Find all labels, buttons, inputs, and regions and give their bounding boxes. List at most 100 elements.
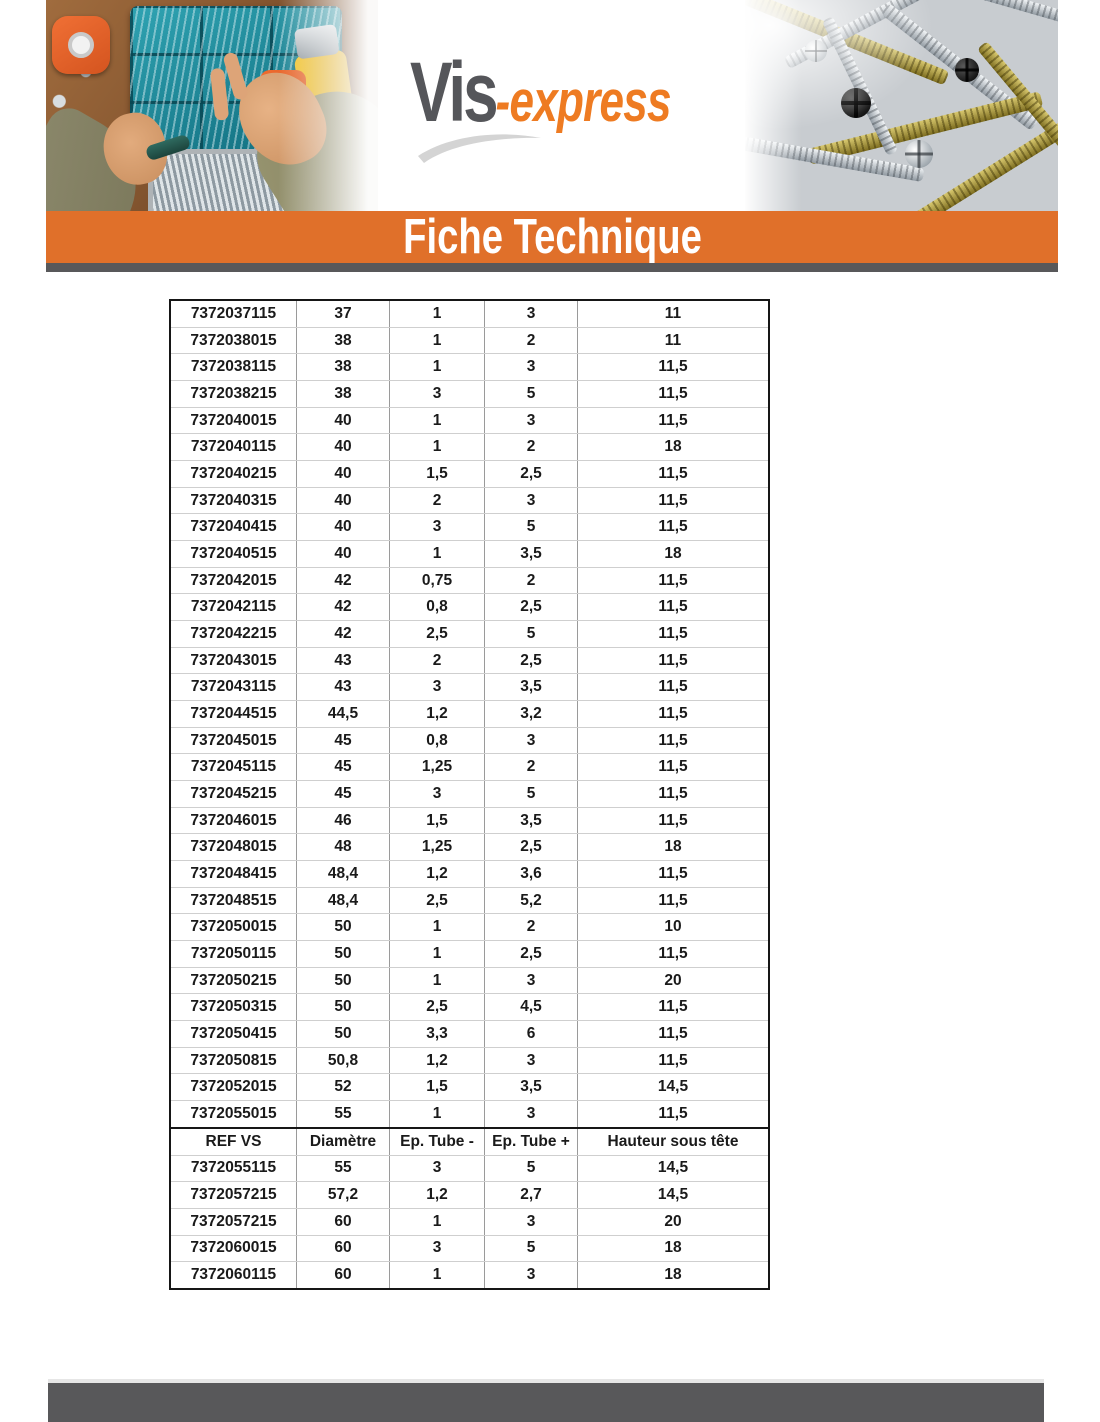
table-cell: 3 — [389, 381, 484, 407]
spec-table: 7372037115 37 1 3 11 7372038015 38 1 2 11 73720381… — [169, 299, 770, 1290]
table-cell: 1 — [389, 434, 484, 461]
table-row: 7372060115 60 1 3 18 — [171, 1261, 768, 1288]
logo-swoosh-icon — [416, 128, 542, 169]
table-cell: 18 — [577, 1235, 768, 1262]
table-cell: 1 — [389, 1208, 484, 1235]
vis-express-logo: Vis-express — [410, 44, 740, 174]
table-cell: 7372055115 — [190, 1159, 277, 1177]
table-cell: 11 — [577, 327, 768, 354]
table-cell: 43 — [296, 647, 389, 674]
table-cell: 60 — [296, 1208, 389, 1235]
table-cell: 18 — [577, 541, 768, 567]
table-row: 7372050815 50,8 1,2 3 11,5 — [171, 1046, 768, 1074]
table-cell: 38 — [296, 381, 389, 407]
table-cell: 11,5 — [577, 701, 768, 727]
title-bar: Fiche Technique — [46, 211, 1058, 263]
table-cell: 38 — [296, 327, 389, 354]
table-cell: 40 — [296, 514, 389, 541]
column-header: Hauteur sous tête — [577, 1128, 768, 1155]
table-cell: 7372040115 — [190, 438, 277, 456]
table-cell: 11,5 — [577, 354, 768, 381]
table-cell: 1 — [389, 1101, 484, 1127]
table-cell: 2,5 — [389, 621, 484, 647]
table-cell: 11,5 — [577, 1047, 768, 1074]
table-cell: 7372040315 — [190, 491, 277, 509]
table-cell: 50,8 — [296, 1047, 389, 1074]
table-cell: 3 — [484, 407, 577, 434]
table-row: 7372040515 40 1 3,5 18 — [171, 540, 768, 567]
table-cell: 1,5 — [389, 807, 484, 834]
table-cell: 1,2 — [389, 701, 484, 727]
table-cell: 7372038115 — [190, 358, 277, 376]
table-cell: 55 — [296, 1155, 389, 1182]
table-cell: 48,4 — [296, 887, 389, 914]
table-cell: 1 — [389, 1262, 484, 1288]
table-row: 7372042115 42 0,8 2,5 11,5 — [171, 593, 768, 621]
table-cell: 14,5 — [577, 1182, 768, 1208]
table-cell: 3 — [484, 1101, 577, 1127]
table-cell: 55 — [296, 1101, 389, 1127]
table-cell: 14,5 — [577, 1074, 768, 1101]
table-cell: 20 — [577, 967, 768, 994]
table-cell: 5 — [484, 1155, 577, 1182]
table-row: 7372055115 55 3 5 14,5 — [171, 1154, 768, 1182]
table-row: 7372045215 45 3 5 11,5 — [171, 780, 768, 807]
table-cell: 11,5 — [577, 461, 768, 487]
footer-highlight — [48, 1379, 1044, 1383]
title-underbar — [46, 263, 1058, 272]
column-header: Diamètre — [296, 1128, 389, 1155]
table-cell: 52 — [296, 1074, 389, 1101]
logo-vis-text: Vis — [410, 45, 499, 139]
table-cell: 1,25 — [389, 834, 484, 861]
table-row: 7372042015 42 0,75 2 11,5 — [171, 566, 768, 594]
table-cell: 7372050215 — [190, 971, 277, 989]
table-cell: 11,5 — [577, 487, 768, 514]
table-row: 7372048015 48 1,25 2,5 18 — [171, 833, 768, 861]
table-cell: 7372043015 — [190, 651, 277, 669]
table-cell: 38 — [296, 354, 389, 381]
table-cell: 7372037115 — [190, 304, 277, 322]
table-cell: 3 — [389, 781, 484, 807]
table-cell: 2 — [484, 327, 577, 354]
table-cell: 7372042115 — [190, 598, 277, 616]
table-row: 7372050415 50 3,3 6 11,5 — [171, 1020, 768, 1047]
table-cell: 2 — [484, 754, 577, 781]
table-cell: 18 — [577, 1262, 768, 1288]
table-cell: 11,5 — [577, 514, 768, 541]
table-cell: 2,5 — [389, 887, 484, 914]
table-cell: 11,5 — [577, 1021, 768, 1047]
table-cell: 44,5 — [296, 701, 389, 727]
table-cell: 1,5 — [389, 461, 484, 487]
table-cell: 11,5 — [577, 621, 768, 647]
table-cell: 46 — [296, 807, 389, 834]
table-row: 7372043015 43 2 2,5 11,5 — [171, 646, 768, 674]
table-row: 7372043115 43 3 3,5 11,5 — [171, 673, 768, 701]
table-cell: 3 — [484, 301, 577, 327]
table-row: 7372038115 38 1 3 11,5 — [171, 353, 768, 381]
table-cell: 1 — [389, 301, 484, 327]
table-cell: 11 — [577, 301, 768, 327]
table-cell: 20 — [577, 1208, 768, 1235]
table-cell: 7372050315 — [190, 998, 277, 1016]
table-cell: 7372060015 — [190, 1239, 277, 1257]
table-cell: 7372046015 — [190, 811, 277, 829]
table-cell: 11,5 — [577, 994, 768, 1021]
table-cell: 40 — [296, 434, 389, 461]
table-cell: 7372057215 — [190, 1212, 277, 1230]
table-cell: 7372052015 — [190, 1078, 277, 1096]
table-row: 7372040115 40 1 2 18 — [171, 433, 768, 461]
table-cell: 3 — [484, 1262, 577, 1288]
table-cell: 11,5 — [577, 674, 768, 701]
table-cell: 1,25 — [389, 754, 484, 781]
table-cell: 11,5 — [577, 567, 768, 594]
table-cell: 3,5 — [484, 674, 577, 701]
table-cell: 2 — [484, 567, 577, 594]
table-cell: 2,5 — [484, 941, 577, 967]
table-cell: 42 — [296, 621, 389, 647]
table-cell: 5 — [484, 381, 577, 407]
table-row: 7372052015 52 1,5 3,5 14,5 — [171, 1073, 768, 1101]
table-cell: 7372040415 — [190, 518, 277, 536]
table-row: 7372042215 42 2,5 5 11,5 — [171, 620, 768, 647]
page-title: Fiche Technique — [402, 209, 702, 264]
table-cell: 3 — [484, 1047, 577, 1074]
